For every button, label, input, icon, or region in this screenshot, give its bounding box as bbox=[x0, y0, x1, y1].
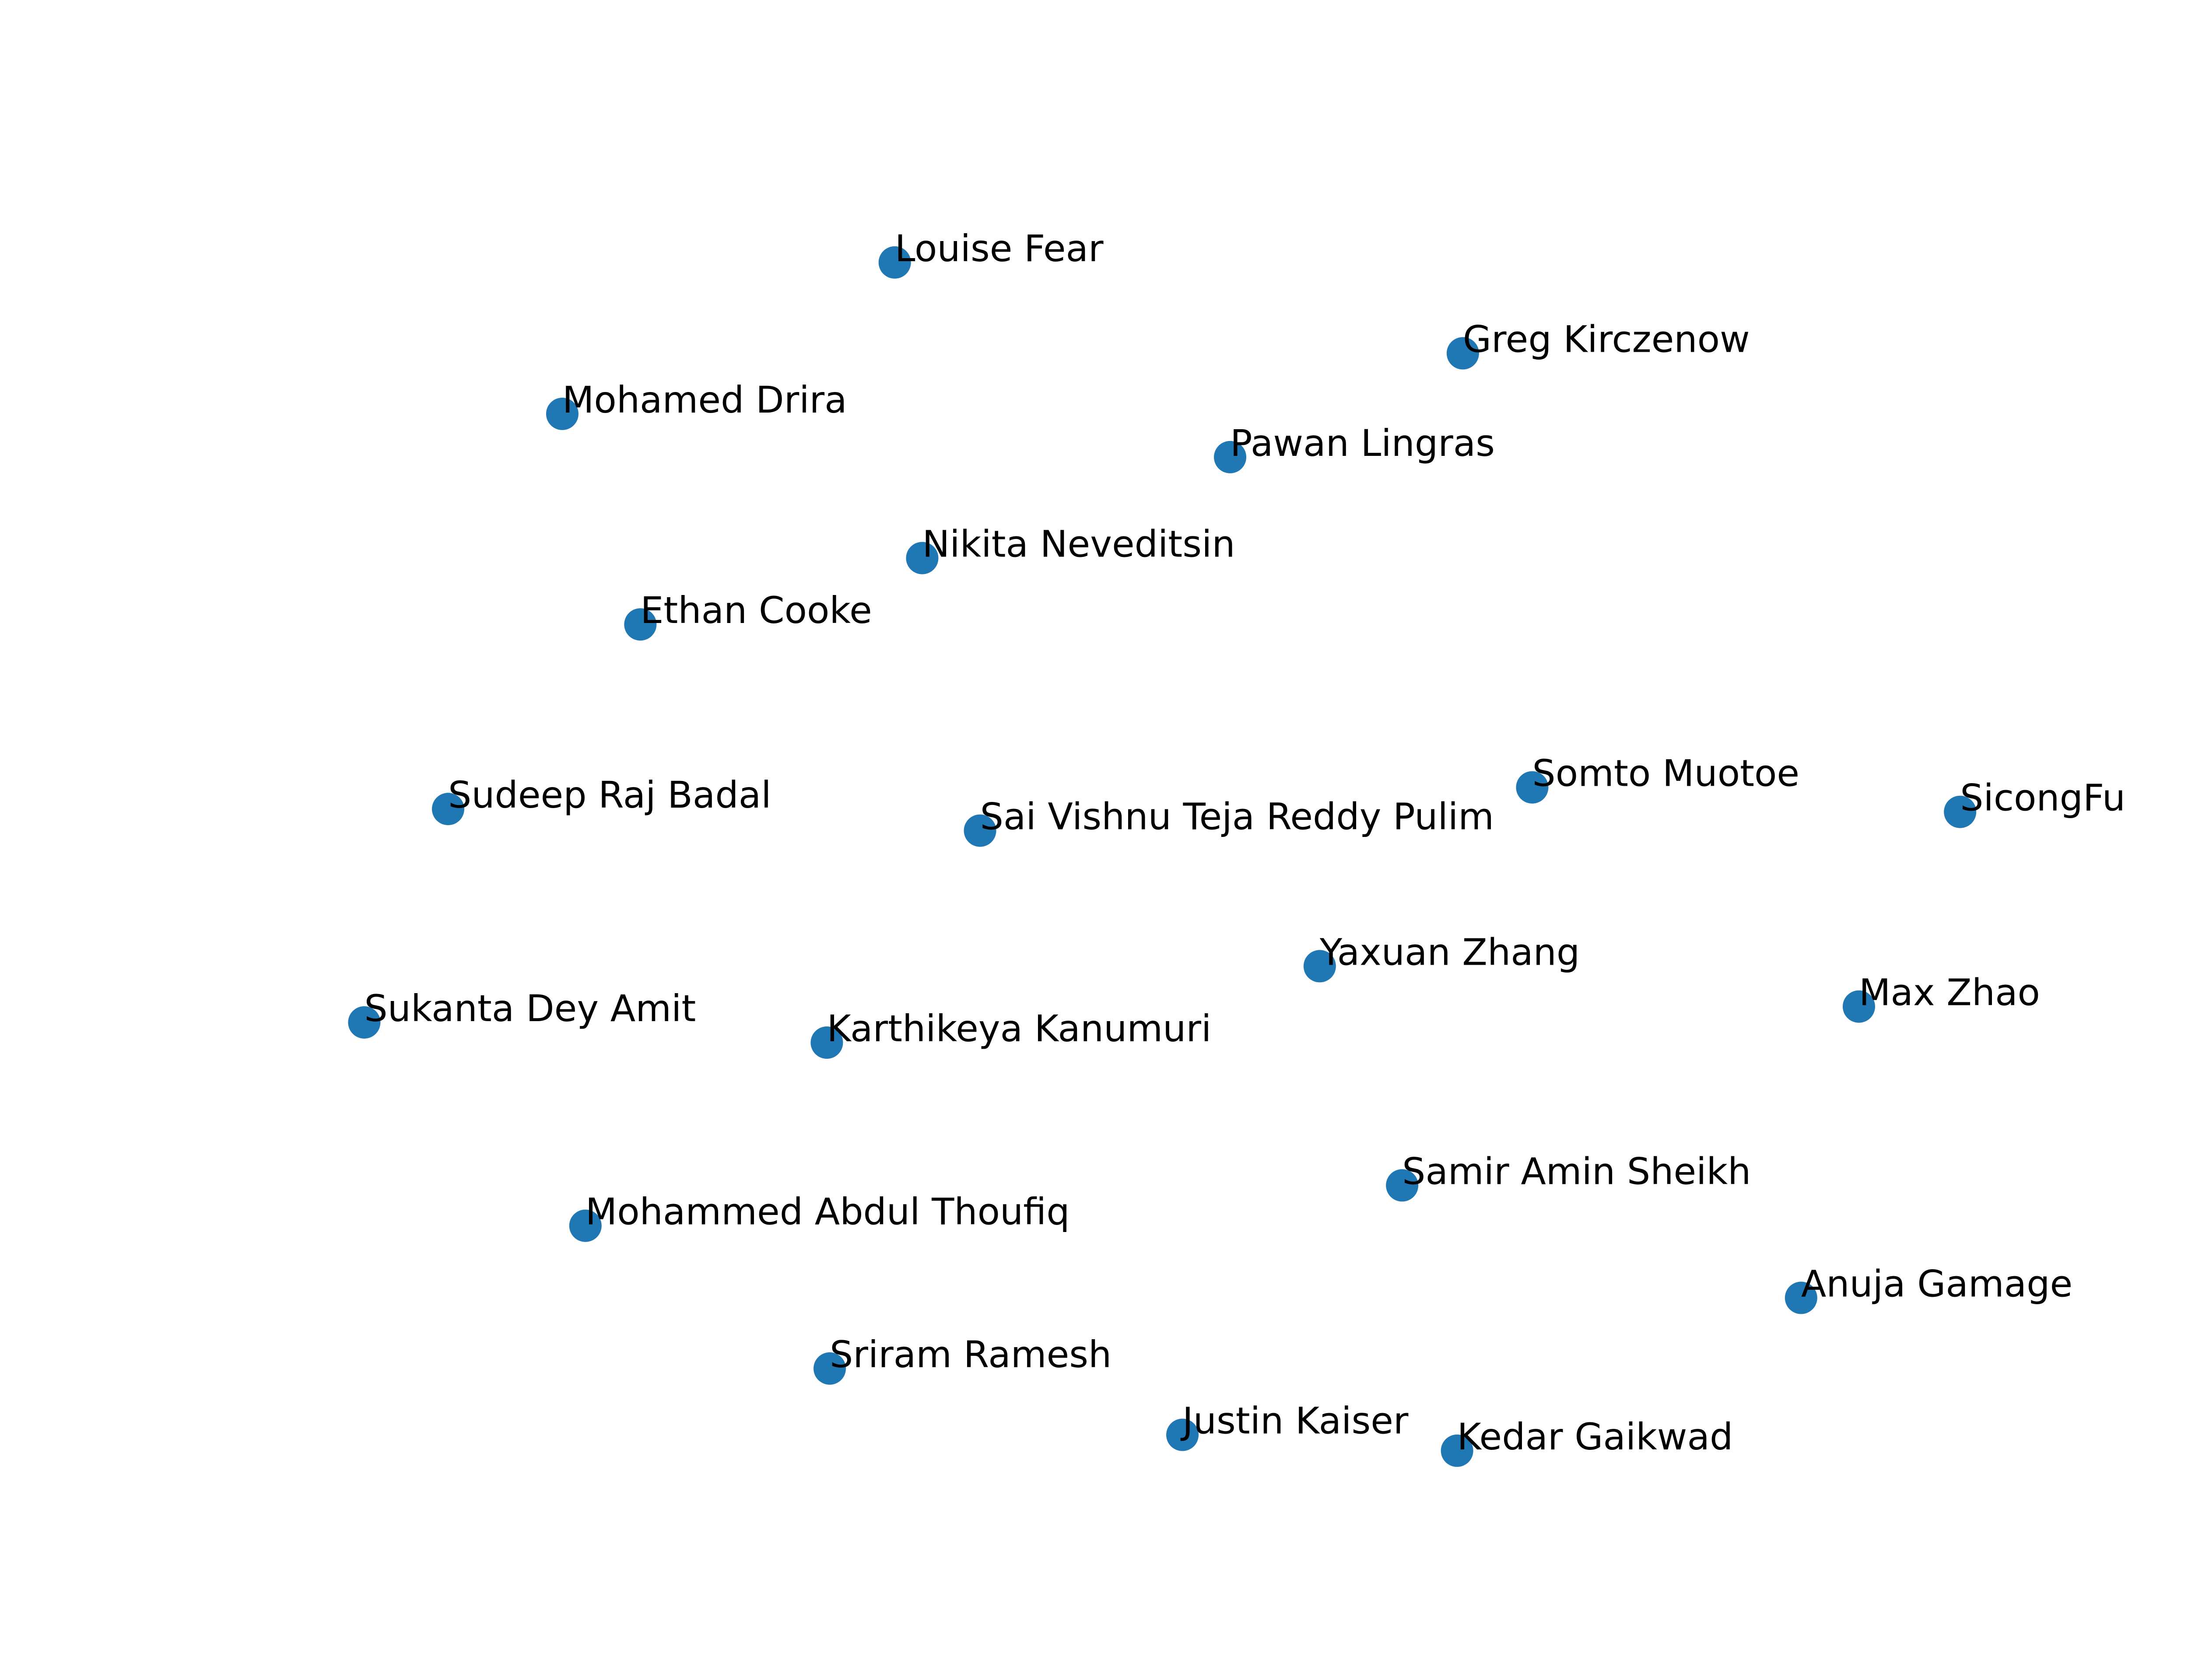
point-label: Samir Amin Sheikh bbox=[1402, 1150, 1751, 1193]
points-layer bbox=[348, 246, 1977, 1467]
labels-layer: Louise Fear Greg Kirczenow Mohamed Drira Pa… bbox=[364, 227, 2125, 1458]
point-label: SicongFu bbox=[1960, 777, 2125, 819]
point-label: Yaxuan Zhang bbox=[1319, 931, 1580, 973]
point-label: Kedar Gaikwad bbox=[1457, 1415, 1733, 1458]
point-label: Mohammed Abdul Thoufiq bbox=[586, 1190, 1070, 1233]
scatter-point bbox=[1214, 441, 1247, 473]
point-label: Ethan Cooke bbox=[640, 589, 872, 632]
point-label: Justin Kaiser bbox=[1180, 1400, 1409, 1442]
scatter-point bbox=[624, 608, 657, 641]
point-label: Sriram Ramesh bbox=[830, 1333, 1112, 1376]
point-label: Sukanta Dey Amit bbox=[364, 987, 696, 1030]
point-label: Sai Vishnu Teja Reddy Pulim bbox=[980, 795, 1494, 838]
scatter-point bbox=[1785, 1281, 1817, 1314]
point-label: Max Zhao bbox=[1859, 971, 2040, 1014]
point-label: Anuja Gamage bbox=[1801, 1263, 2072, 1306]
scatter-point bbox=[1441, 1434, 1473, 1467]
scatter-point bbox=[1386, 1169, 1419, 1202]
scatter-point bbox=[348, 1006, 381, 1039]
point-label: Louise Fear bbox=[895, 227, 1104, 270]
scatter-point bbox=[810, 1026, 843, 1059]
scatter-point bbox=[878, 246, 911, 279]
scatter-point bbox=[1446, 337, 1479, 370]
scatter-point bbox=[964, 814, 996, 847]
scatter-point bbox=[1516, 771, 1549, 804]
point-label: Greg Kirczenow bbox=[1463, 318, 1750, 361]
point-label: Sudeep Raj Badal bbox=[448, 774, 771, 816]
point-label: Pawan Lingras bbox=[1230, 422, 1495, 465]
point-label: Karthikeya Kanumuri bbox=[827, 1007, 1211, 1050]
scatter-point bbox=[1944, 795, 1977, 828]
scatter-point bbox=[1842, 990, 1875, 1023]
scatter-point bbox=[432, 793, 464, 826]
point-label: Somto Muotoe bbox=[1532, 752, 1799, 795]
point-label: Nikita Neveditsin bbox=[922, 523, 1235, 566]
point-label: Mohamed Drira bbox=[562, 378, 847, 421]
scatter-point bbox=[569, 1209, 602, 1242]
scatter-point bbox=[813, 1352, 846, 1385]
scatter-point bbox=[546, 397, 579, 430]
scatter-point bbox=[1303, 950, 1336, 983]
scatter-point bbox=[1166, 1418, 1199, 1451]
scatter-point bbox=[906, 542, 939, 574]
